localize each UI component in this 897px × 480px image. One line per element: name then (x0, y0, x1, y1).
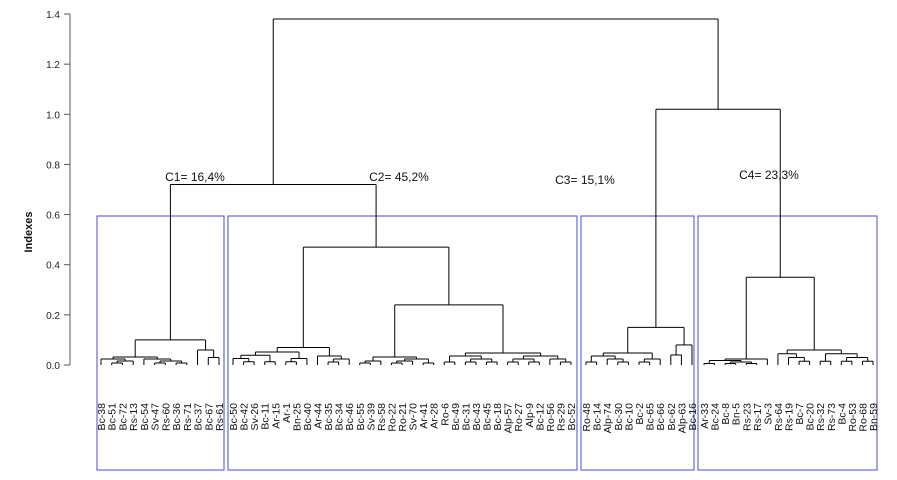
cluster-box-c4 (697, 215, 878, 471)
leaf-label: Ar-1 (281, 403, 293, 423)
leaf-label: Ar-33 (699, 403, 711, 429)
y-tick-label: 1.2 (46, 60, 60, 71)
leaf-label: Ro-6 (439, 403, 451, 426)
leaf-label: Bc-14 (592, 403, 604, 431)
leaf-label: Bc-54 (139, 403, 151, 431)
leaf-label: Bc-8 (720, 403, 732, 425)
leaf-label: Bc-51 (107, 403, 119, 431)
leaf-label: Ro-53 (847, 403, 859, 432)
leaf-label: Bc-2 (634, 403, 646, 425)
cluster-label-c2: C2= 45,2% (369, 170, 429, 184)
leaf-label: Bc-35 (323, 403, 335, 431)
cluster-box-c2 (227, 215, 578, 471)
y-tick-label: 0.4 (46, 261, 60, 272)
cluster-label-c1: C1= 16,4% (165, 170, 225, 184)
leaf-label: Alp-74 (602, 403, 614, 434)
leaf-label: Ro-22 (386, 403, 398, 432)
y-tick-label: 0.0 (46, 361, 60, 372)
leaf-label: Rs-19 (784, 403, 796, 431)
leaf-label: Rs-32 (815, 403, 827, 431)
leaf-label: Ar-15 (270, 403, 282, 429)
cluster-labels: C1= 16,4% C2= 45,2% C3= 15,1% C4= 23,3% (165, 168, 799, 187)
leaf-label: Ro-21 (397, 403, 409, 432)
leaf-label: Rs-17 (752, 403, 764, 431)
leaf-label: Rs-64 (773, 403, 785, 431)
leaf-label: Bc-16 (687, 403, 699, 431)
leaf-label: Bc-66 (655, 403, 667, 431)
cluster-boxes (96, 215, 878, 471)
leaf-label: Bc-24 (710, 403, 722, 431)
leaf-label: Rs-73 (826, 403, 838, 431)
leaf-label: Rs-60 (160, 403, 172, 431)
leaf-label: Rs-71 (182, 403, 194, 431)
leaf-label: Sv-3 (762, 403, 774, 425)
leaf-label: Bc-46 (344, 403, 356, 431)
leaf-label: Bc-18 (492, 403, 504, 431)
leaf-label: Bn-25 (291, 403, 303, 431)
leaf-label: Bc-10 (623, 403, 635, 431)
leaf-labels: Bc-38Bc-51Bc-72Rs-13Bc-54Sv-47Rs-60Bc-36… (96, 403, 880, 434)
leaf-label: Bc-40 (302, 403, 314, 431)
leaf-label: Bc-34 (334, 403, 346, 431)
leaf-label: Bc-65 (645, 403, 657, 431)
leaf-label: Bc-43 (471, 403, 483, 431)
leaf-label: Bc-45 (482, 403, 494, 431)
leaf-label: Bc-55 (355, 403, 367, 431)
y-tick-label: 0.8 (46, 160, 60, 171)
cluster-label-c4: C4= 23,3% (739, 168, 799, 182)
leaf-label: Bc-38 (96, 403, 108, 431)
leaf-label: Sv-47 (150, 403, 162, 431)
leaf-label: Bc-67 (203, 403, 215, 431)
leaf-label: Bc-62 (666, 403, 678, 431)
dendrogram-tree (100, 18, 874, 365)
leaf-label: Ar-41 (418, 403, 430, 429)
leaf-label: Sv-39 (365, 403, 377, 431)
cluster-label-c3: C3= 15,1% (555, 173, 615, 187)
y-tick-label: 0.6 (46, 211, 60, 222)
leaf-label: Sv-26 (249, 403, 261, 431)
leaf-label: Bc-20 (805, 403, 817, 431)
leaf-label: Bc-12 (534, 403, 546, 431)
y-axis-title: Indexes (23, 212, 35, 253)
leaf-label: Bc-50 (228, 403, 240, 431)
leaf-label: Bn-5 (731, 403, 743, 425)
leaf-label: Rs-23 (741, 403, 753, 431)
leaf-label: Bc-7 (794, 403, 806, 425)
leaf-label: Sv-70 (408, 403, 420, 431)
leaf-label: Ro-48 (581, 403, 593, 432)
leaf-label: Bc-72 (117, 403, 129, 431)
leaf-label: Bc-36 (171, 403, 183, 431)
leaf-label: Alp-9 (524, 403, 536, 428)
leaf-label: Rs-61 (214, 403, 226, 431)
leaf-label: Ar-28 (429, 403, 441, 429)
leaf-label: Ar-44 (313, 403, 325, 429)
leaf-label: Bc-52 (566, 403, 578, 431)
leaf-label: Bc-30 (613, 403, 625, 431)
leaf-label: Ro-27 (513, 403, 525, 432)
cluster-box-c1 (96, 215, 225, 471)
leaf-label: Bc-4 (836, 403, 848, 425)
leaf-label: Ro-56 (545, 403, 557, 432)
leaf-label: Rs-29 (555, 403, 567, 431)
y-tick-label: 0.2 (46, 311, 60, 322)
leaf-label: Bc-42 (239, 403, 251, 431)
y-tick-label: 1.4 (46, 10, 60, 21)
leaf-label: Bn-59 (868, 403, 880, 431)
y-tick-label: 1.0 (46, 110, 60, 121)
leaf-label: Bc-11 (260, 403, 272, 430)
leaf-label: Rs-58 (376, 403, 388, 431)
leaf-label: Rs-13 (128, 403, 140, 431)
y-axis: 0.0 0.2 0.4 0.6 0.8 1.0 1.2 1.4 (46, 10, 71, 372)
leaf-label: Bc-37 (193, 403, 205, 431)
leaf-label: Ro-68 (857, 403, 869, 432)
cluster-box-c3 (580, 215, 695, 471)
leaf-label: Bc-31 (460, 403, 472, 431)
leaf-label: Alp-63 (676, 403, 688, 434)
leaf-label: Alp-57 (503, 403, 515, 434)
leaf-label: Bc-49 (450, 403, 462, 431)
